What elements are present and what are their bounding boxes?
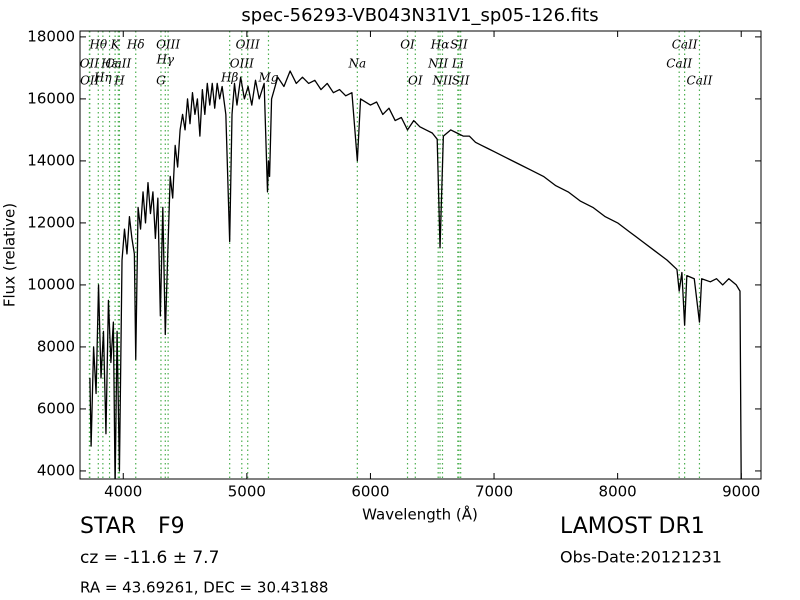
spectral-line-label: OIII (236, 38, 260, 52)
x-tick-label: 5000 (228, 483, 266, 501)
spectral-line-label: Na (348, 57, 367, 71)
coordinates: RA = 43.69261, DEC = 30.43188 (80, 579, 328, 597)
spectral-line-label: SII (450, 38, 468, 52)
spectral-line-label: OII (80, 74, 100, 88)
spectral-line-label: CaII (105, 57, 131, 71)
redshift: cz = -11.6 ± 7.7 (80, 548, 219, 568)
x-axis-label: Wavelength (Å) (362, 505, 478, 524)
survey: LAMOST DR1 (560, 514, 705, 539)
obs-date: Obs-Date:20121231 (560, 548, 722, 567)
plot-frame (79, 30, 762, 480)
subclass: F9 (158, 514, 185, 539)
y-tick-label: 18000 (27, 27, 75, 45)
y-tick-label: 14000 (27, 151, 75, 169)
y-tick-label: 10000 (27, 275, 75, 293)
object-class: STAR (80, 514, 136, 539)
spectrum (89, 70, 742, 479)
y-tick-label: 12000 (27, 213, 75, 231)
spectral-line-label: CaII (687, 74, 713, 88)
spectral-line-label: OII (80, 57, 100, 71)
spectral-line-label: Hδ (126, 38, 145, 52)
y-tick-label: 4000 (37, 461, 75, 479)
line-markers (88, 31, 701, 479)
spectral-line-label: CaII (672, 38, 698, 52)
spectral-line-label: CaII (666, 57, 692, 71)
spectral-line-label: Li (451, 57, 464, 71)
spectral-line-label: OIII (156, 38, 180, 52)
spectral-line-label: NII (427, 57, 448, 71)
x-tick-label: 4000 (104, 483, 142, 501)
x-tick-label: 8000 (599, 483, 637, 501)
y-axis-label: Flux (relative) (1, 203, 19, 307)
y-tick-label: 6000 (37, 399, 75, 417)
spectral-line-label: Hη (93, 71, 112, 85)
chart-title: spec-56293-VB043N31V1_sp05-126.fits (241, 5, 598, 26)
spectral-line-label: Mg (257, 71, 278, 85)
spectral-line-label: OIII (230, 57, 254, 71)
spectral-line-label: NII (432, 74, 453, 88)
x-tick-label: 7000 (475, 483, 513, 501)
x-tick-label: 9000 (722, 483, 760, 501)
spectral-line-label: Hθ (88, 38, 107, 52)
spectral-line-label: Hγ (155, 53, 174, 67)
spectral-line-label: OI (400, 38, 415, 52)
y-tick-label: 16000 (27, 89, 75, 107)
y-tick-label: 8000 (37, 337, 75, 355)
spectral-line-label: Hα (430, 38, 450, 52)
plot-area (89, 70, 742, 479)
spectral-line-label: G (156, 74, 166, 88)
spectral-line-label: K (110, 38, 121, 52)
x-tick-label: 6000 (351, 483, 389, 501)
spectral-line-label: SII (452, 74, 470, 88)
spectral-line-label: Hε (100, 57, 118, 71)
spectral-line-label: OI (408, 74, 423, 88)
spectral-line-label: Hβ (220, 71, 238, 85)
spectral-line-label: H (113, 74, 125, 88)
